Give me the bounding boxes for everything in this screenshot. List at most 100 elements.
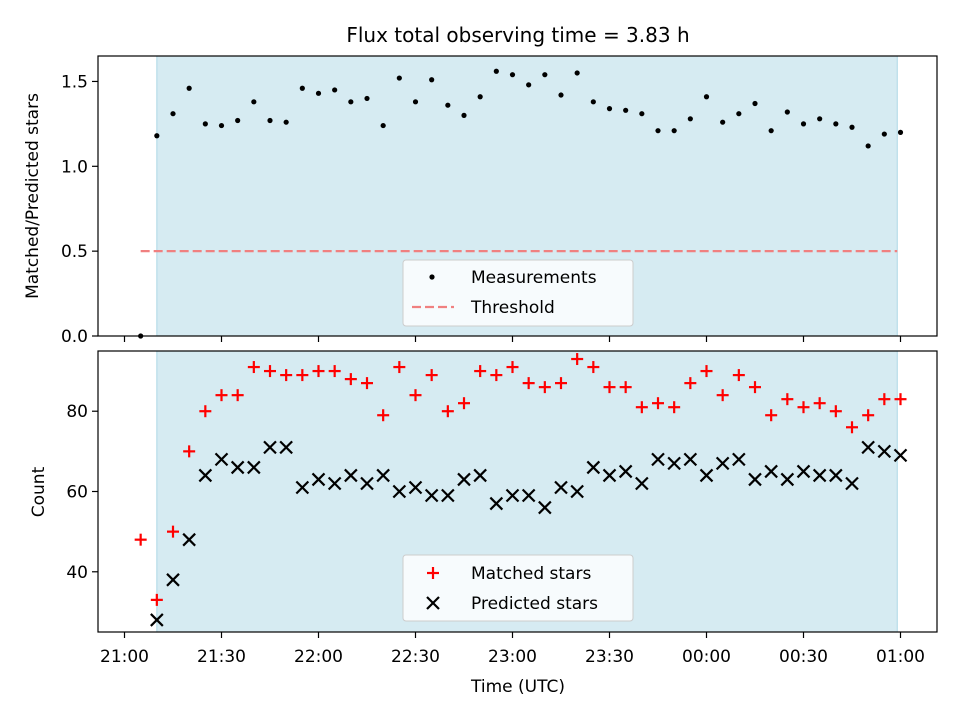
matched-star-point	[409, 389, 422, 402]
legend-matched-label: Matched stars	[471, 564, 591, 584]
y-tick-label: 60	[66, 483, 88, 503]
measurement-point	[671, 128, 677, 134]
y-tick-label: 0.5	[61, 242, 88, 262]
measurement-point	[429, 77, 435, 83]
predicted-star-point	[812, 468, 827, 483]
predicted-star-point	[651, 452, 665, 467]
matched-star-point	[361, 377, 373, 390]
y-tick-label: 40	[66, 563, 88, 583]
matched-star-point	[506, 361, 519, 374]
measurement-point	[655, 128, 661, 134]
measurement-point	[509, 72, 516, 78]
measurement-point	[590, 99, 596, 105]
matched-star-point	[538, 381, 551, 394]
predicted-star-point	[214, 452, 229, 467]
measurement-point	[849, 124, 855, 130]
legend-measurements-label: Measurements	[471, 268, 597, 288]
predicted-star-point	[182, 532, 196, 547]
measurement-point	[251, 99, 257, 105]
measurement-point	[768, 128, 774, 134]
predicted-star-point	[327, 476, 342, 491]
predicted-star-points	[150, 440, 908, 627]
predicted-star-point	[408, 480, 423, 495]
measurement-point	[687, 116, 693, 122]
matched-star-point	[732, 369, 745, 382]
measurement-point	[542, 72, 548, 78]
x-tick-label: 01:00	[876, 647, 925, 667]
measurement-point	[558, 92, 564, 98]
predicted-star-point	[699, 468, 714, 483]
y-tick-label: 1.5	[61, 72, 88, 92]
matched-star-point	[377, 409, 390, 422]
x-tick-label: 00:30	[779, 647, 828, 667]
measurement-point	[170, 111, 176, 117]
matched-star-point	[571, 353, 584, 366]
y-tick-label: 1.0	[61, 157, 88, 177]
matched-star-point	[458, 397, 470, 410]
predicted-star-point	[829, 468, 843, 483]
matched-star-point	[215, 389, 228, 402]
matched-star-point	[619, 381, 632, 394]
predicted-star-point	[521, 488, 536, 503]
x-tick-label: 22:30	[391, 647, 440, 667]
predicted-star-point	[554, 480, 568, 495]
matched-star-point	[829, 405, 842, 418]
matched-star-point	[134, 533, 147, 546]
predicted-star-point	[295, 480, 310, 495]
top-panel: 0.0 0.5 1.0 1.5 Matched/Predicted stars Mea…	[23, 55, 938, 347]
predicted-star-point	[166, 573, 180, 587]
matched-star-point	[280, 369, 293, 382]
predicted-star-point	[279, 440, 293, 455]
matched-star-point	[587, 361, 600, 374]
matched-star-point	[555, 377, 567, 390]
measurement-point	[154, 133, 160, 139]
matched-star-point	[716, 389, 729, 402]
matched-star-point	[700, 365, 713, 378]
predicted-star-point	[311, 472, 326, 487]
predicted-star-point	[424, 488, 439, 503]
predicted-star-point	[570, 484, 584, 499]
predicted-star-point	[667, 456, 681, 471]
measurement-point	[283, 119, 289, 125]
matched-star-point	[878, 393, 891, 406]
predicted-star-point	[392, 484, 407, 499]
predicted-star-point	[748, 472, 762, 487]
predicted-star-point	[473, 468, 487, 483]
predicted-star-point	[538, 500, 552, 515]
matched-star-point	[264, 365, 276, 378]
y-tick-label: 0.0	[61, 327, 88, 347]
predicted-star-point	[457, 472, 471, 487]
x-axis-label: Time (UTC)	[470, 677, 565, 697]
predicted-star-point	[845, 476, 859, 491]
x-tick-label: 21:30	[197, 647, 246, 667]
matched-star-point	[490, 369, 503, 382]
legend-measurements-marker	[429, 274, 435, 280]
predicted-star-point	[505, 488, 520, 503]
predicted-star-point	[360, 476, 374, 491]
measurement-point	[574, 70, 580, 76]
matched-star-point	[603, 381, 616, 394]
matched-star-point	[344, 373, 357, 386]
predicted-star-point	[263, 440, 277, 455]
predicted-star-point	[796, 464, 811, 479]
matched-star-point	[846, 421, 858, 434]
x-tick-label: 21:00	[100, 647, 149, 667]
measurement-point	[348, 99, 354, 105]
legend-matched-marker	[427, 567, 439, 579]
matched-star-point	[328, 365, 341, 378]
matched-star-point	[199, 405, 212, 418]
matched-star-point	[813, 397, 826, 410]
predicted-star-point	[602, 468, 617, 483]
measurement-point	[186, 85, 192, 91]
top-legend: Measurements Threshold	[402, 259, 634, 327]
legend-predicted-label: Predicted stars	[471, 594, 598, 614]
legend-threshold-label: Threshold	[470, 298, 555, 318]
measurement-point	[218, 122, 225, 129]
matched-star-point	[247, 361, 260, 374]
measurement-point	[639, 111, 645, 117]
bottom-panel: 40 60 80 21:00 21:30 22:00 22:30 23:00 23:30 00:…	[29, 350, 938, 697]
matched-star-point	[150, 593, 163, 606]
measurement-point	[897, 129, 904, 135]
measurement-point	[299, 85, 305, 91]
measurement-point	[784, 109, 790, 115]
